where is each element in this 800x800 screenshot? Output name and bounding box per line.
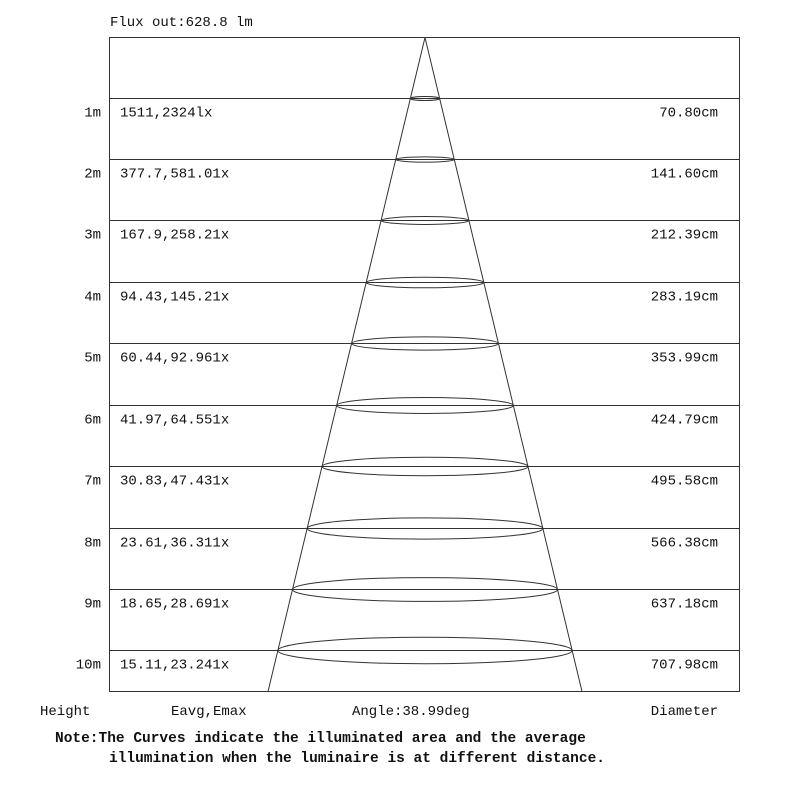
row-diameter: 70.80cm [659,106,718,122]
row-diameter: 283.19cm [651,290,718,306]
flux-label: Flux out:628.8 lm [110,15,253,31]
footer-diameter-label: Diameter [651,704,718,720]
row-diameter: 637.18cm [651,597,718,613]
row-diameter: 353.99cm [651,351,718,367]
row-diameter: 141.60cm [651,167,718,183]
row-illuminance: 30.83,47.431x [120,474,229,490]
row-illuminance: 167.9,258.21x [120,228,229,244]
row-illuminance: 94.43,145.21x [120,290,229,306]
row-illuminance: 377.7,581.01x [120,167,229,183]
row-illuminance: 60.44,92.961x [120,351,229,367]
row-illuminance: 15.11,23.241x [120,658,229,674]
row-height-label: 1m [84,106,101,122]
note-line-1: Note:The Curves indicate the illuminated… [55,731,586,747]
beam-edge-left [267,37,426,692]
row-diameter: 707.98cm [651,658,718,674]
row-illuminance: 1511,2324lx [120,106,212,122]
row-height-label: 8m [84,536,101,552]
note: Note:The Curves indicate the illuminated… [55,729,605,769]
row-height-label: 5m [84,351,101,367]
footer-angle-label: Angle:38.99deg [352,704,470,720]
beam-edge-right [424,37,583,692]
row-illuminance: 18.65,28.691x [120,597,229,613]
row-diameter: 566.38cm [651,536,718,552]
row-height-label: 2m [84,167,101,183]
note-line-2: illumination when the luminaire is at di… [109,751,605,767]
row-height-label: 10m [76,658,101,674]
footer-height-label: Height [40,704,90,720]
row-diameter: 495.58cm [651,474,718,490]
footer-eavg-label: Eavg,Emax [171,704,247,720]
row-height-label: 9m [84,597,101,613]
row-height-label: 3m [84,228,101,244]
row-illuminance: 41.97,64.551x [120,413,229,429]
row-height-label: 6m [84,413,101,429]
row-diameter: 424.79cm [651,413,718,429]
row-illuminance: 23.61,36.311x [120,536,229,552]
row-diameter: 212.39cm [651,228,718,244]
row-height-label: 4m [84,290,101,306]
row-height-label: 7m [84,474,101,490]
